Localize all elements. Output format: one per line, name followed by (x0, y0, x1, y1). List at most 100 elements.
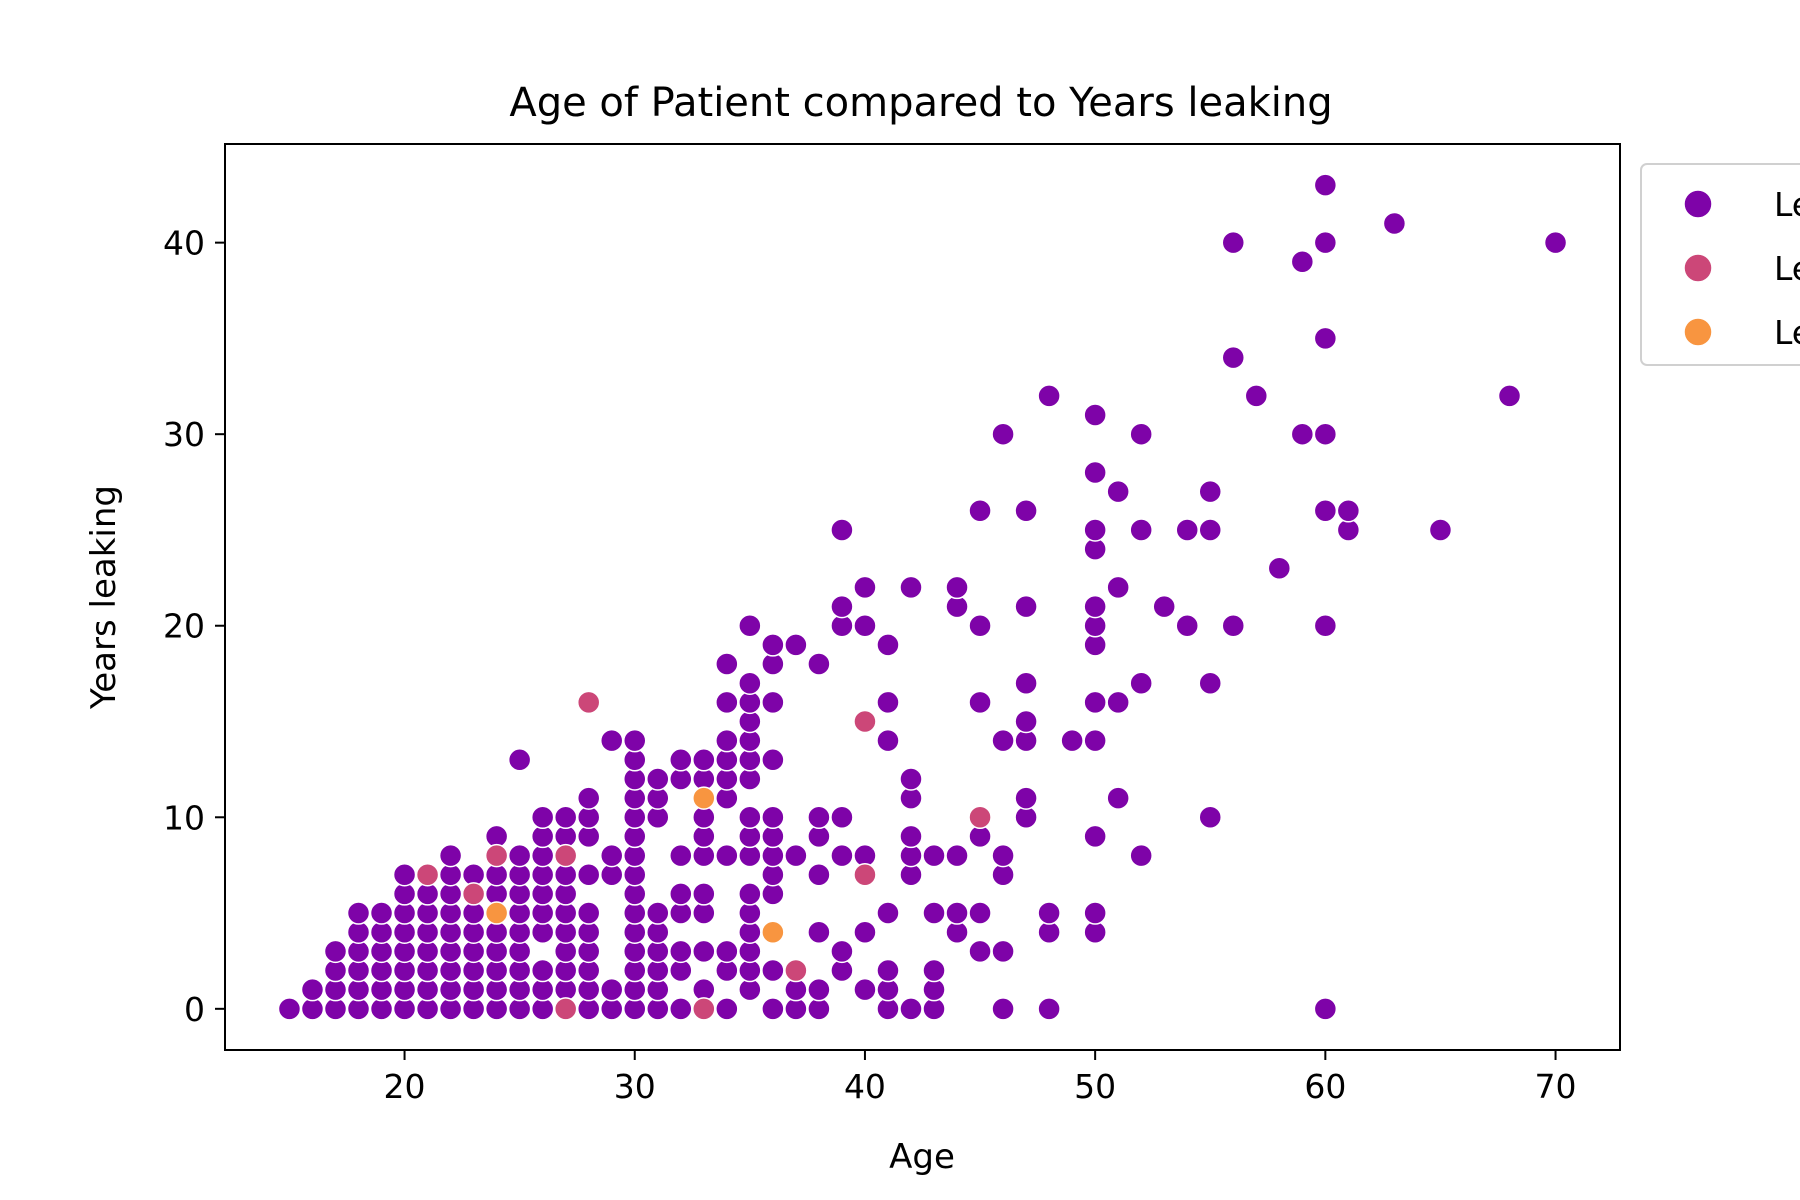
data-point-series-1-18 (369, 901, 394, 925)
data-point-series-1-133 (669, 748, 693, 772)
data-point-series-1-158 (738, 882, 762, 906)
data-point-series-1-202 (853, 575, 877, 600)
data-point-series-1-66 (507, 843, 532, 868)
data-point-series-1-26 (392, 862, 417, 887)
data-point-series-1-176 (761, 748, 785, 772)
data-point-series-1-92 (576, 901, 601, 925)
data-point-series-1-228 (968, 901, 992, 925)
data-point-series-1-179 (761, 633, 785, 657)
points-layer (277, 173, 1568, 1021)
legend-label-1: Le (1774, 185, 1800, 224)
data-point-series-1-226 (945, 575, 969, 600)
data-point-series-1-182 (784, 843, 808, 868)
data-point-series-1-243 (1014, 671, 1038, 695)
data-point-series-1-230 (968, 690, 992, 715)
data-point-series-1-238 (991, 422, 1015, 446)
data-point-series-1-168 (738, 613, 762, 638)
data-point-series-1-128 (669, 939, 693, 964)
data-point-series-1-205 (876, 958, 900, 983)
data-point-series-1-197 (830, 518, 854, 542)
data-point-series-1-101 (599, 728, 624, 753)
data-point-series-1-227 (968, 939, 992, 964)
data-point-series-1-70 (530, 958, 555, 983)
data-point-series-1-287 (1313, 499, 1338, 523)
data-point-series-1-193 (830, 843, 854, 868)
data-point-series-1-242 (1014, 709, 1038, 734)
data-point-series-1-206 (876, 901, 900, 925)
y-tick-label: 40 (163, 224, 205, 263)
data-point-series-1-216 (899, 575, 923, 600)
data-point-series-1-236 (991, 843, 1015, 868)
legend-marker-3 (1683, 317, 1713, 347)
data-point-series-1-249 (1037, 384, 1061, 408)
data-point-series-1-277 (1198, 479, 1222, 504)
data-point-series-3-2 (761, 920, 785, 944)
data-point-series-1-208 (876, 690, 900, 715)
data-point-series-1-264 (1106, 690, 1130, 715)
legend-label-3: Le (1774, 313, 1800, 352)
y-axis-ticks: 0 10 20 30 40 (163, 224, 225, 1029)
data-point-series-1-283 (1290, 422, 1315, 446)
data-point-series-1-288 (1313, 422, 1338, 446)
data-point-series-2-7 (784, 958, 808, 983)
data-point-series-1-152 (715, 652, 739, 676)
data-point-series-2-9 (853, 709, 877, 734)
data-point-series-1-170 (761, 958, 785, 983)
data-point-series-1-183 (784, 633, 808, 657)
plot-area-frame (224, 143, 1621, 1051)
data-point-series-1-253 (1083, 824, 1107, 849)
y-axis-title: Years leaking (84, 485, 124, 710)
data-point-series-1-232 (968, 499, 992, 523)
data-point-series-1-290 (1313, 230, 1338, 255)
data-point-series-1-116 (623, 728, 647, 753)
data-point-series-1-167 (738, 671, 762, 695)
data-point-series-1-223 (945, 901, 969, 925)
data-point-series-1-224 (945, 843, 969, 868)
data-point-series-1-42 (438, 843, 463, 868)
data-point-series-1-245 (1014, 499, 1038, 523)
data-point-series-1-187 (807, 862, 831, 887)
data-point-series-1-194 (830, 805, 854, 830)
data-point-series-1-125 (646, 767, 670, 791)
data-point-series-3-1 (692, 786, 716, 810)
data-point-series-1-246 (1037, 997, 1061, 1021)
data-point-series-1-271 (1152, 594, 1176, 619)
data-point-series-1-207 (876, 728, 900, 753)
data-point-series-1-0 (277, 997, 302, 1021)
data-point-series-1-189 (807, 805, 831, 830)
data-point-series-1-244 (1014, 594, 1038, 619)
data-point-series-1-67 (507, 748, 532, 772)
data-point-series-1-190 (807, 652, 831, 676)
data-point-series-1-93 (576, 862, 601, 887)
data-point-series-1-297 (1543, 230, 1568, 255)
data-point-series-1-135 (692, 939, 716, 964)
data-point-series-1-294 (1382, 211, 1407, 236)
data-point-series-1-291 (1313, 173, 1338, 197)
data-point-series-1-213 (899, 824, 923, 849)
data-point-series-1-279 (1221, 345, 1246, 370)
data-point-series-1-237 (991, 728, 1015, 753)
y-tick-label: 0 (184, 990, 205, 1029)
data-point-series-1-2 (300, 977, 325, 1002)
data-point-series-1-209 (876, 633, 900, 657)
data-point-series-1-130 (669, 882, 693, 906)
data-point-series-1-278 (1221, 613, 1246, 638)
data-point-series-1-258 (1083, 594, 1107, 619)
data-point-series-1-177 (761, 690, 785, 715)
data-point-series-1-100 (599, 843, 624, 868)
data-point-series-1-175 (761, 805, 785, 830)
data-point-series-1-261 (1083, 460, 1107, 485)
data-point-series-1-275 (1198, 671, 1222, 695)
data-point-series-1-266 (1106, 479, 1130, 504)
data-point-series-1-233 (991, 997, 1015, 1021)
data-point-series-1-192 (830, 939, 854, 964)
data-point-series-1-273 (1175, 518, 1199, 542)
data-point-series-1-219 (922, 958, 946, 983)
data-point-series-1-234 (991, 939, 1015, 964)
data-point-series-1-262 (1083, 403, 1107, 427)
x-tick-label: 50 (1074, 1067, 1116, 1106)
data-point-series-2-10 (968, 805, 992, 830)
legend-marker-1 (1683, 189, 1713, 219)
data-point-series-1-142 (692, 748, 716, 772)
data-point-series-1-96 (576, 786, 601, 810)
